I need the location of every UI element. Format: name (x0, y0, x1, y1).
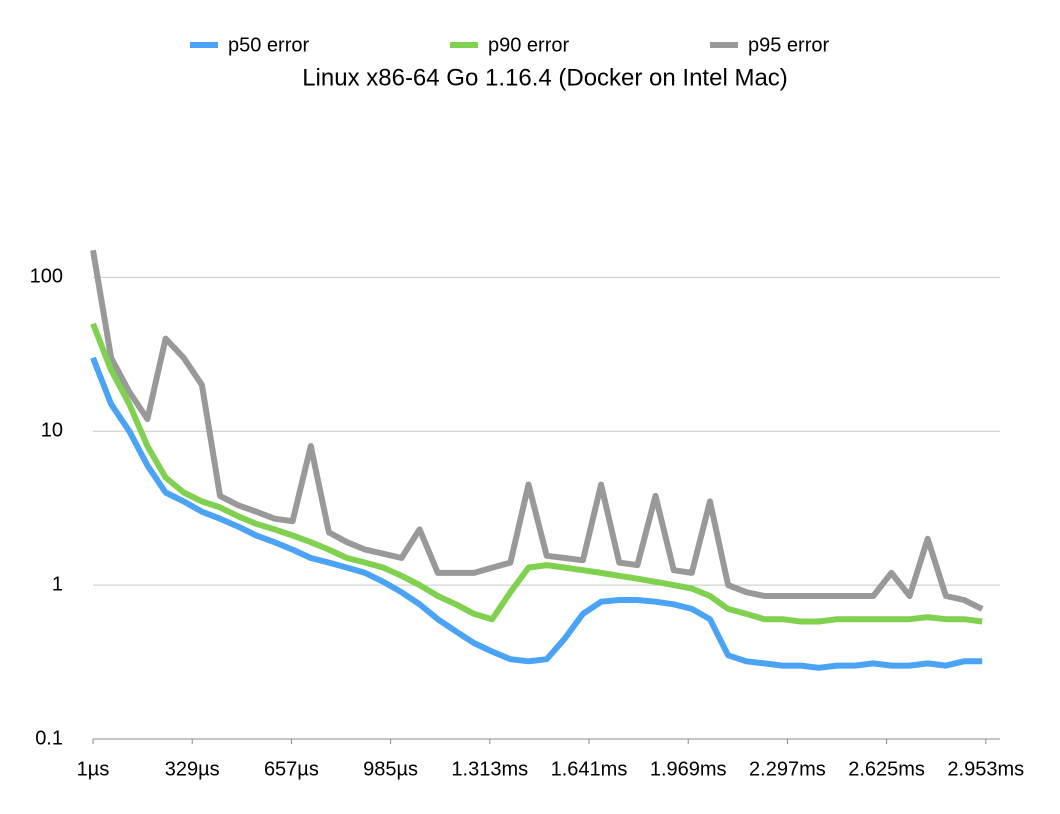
x-tick-label: 2.625ms (848, 758, 925, 780)
y-tick-label: 0.1 (35, 727, 63, 749)
x-tick-label: 329µs (165, 758, 220, 780)
legend-label: p95 error (748, 34, 829, 56)
chart-title: Linux x86-64 Go 1.16.4 (Docker on Intel … (302, 64, 788, 91)
legend-label: p90 error (488, 34, 569, 56)
y-tick-label: 100 (30, 266, 63, 288)
legend-label: p50 error (228, 34, 309, 56)
y-tick-label: 10 (41, 419, 63, 441)
x-tick-label: 1µs (77, 758, 110, 780)
x-tick-label: 657µs (264, 758, 319, 780)
y-tick-label: 1 (52, 573, 63, 595)
x-tick-label: 1.969ms (650, 758, 727, 780)
x-tick-label: 1.641ms (551, 758, 628, 780)
series-line (90, 356, 983, 671)
x-tick-label: 2.953ms (947, 758, 1024, 780)
x-tick-label: 985µs (363, 758, 418, 780)
x-tick-label: 1.313ms (451, 758, 528, 780)
x-tick-label: 2.297ms (749, 758, 826, 780)
series-line (90, 249, 984, 612)
series-line (90, 322, 983, 625)
